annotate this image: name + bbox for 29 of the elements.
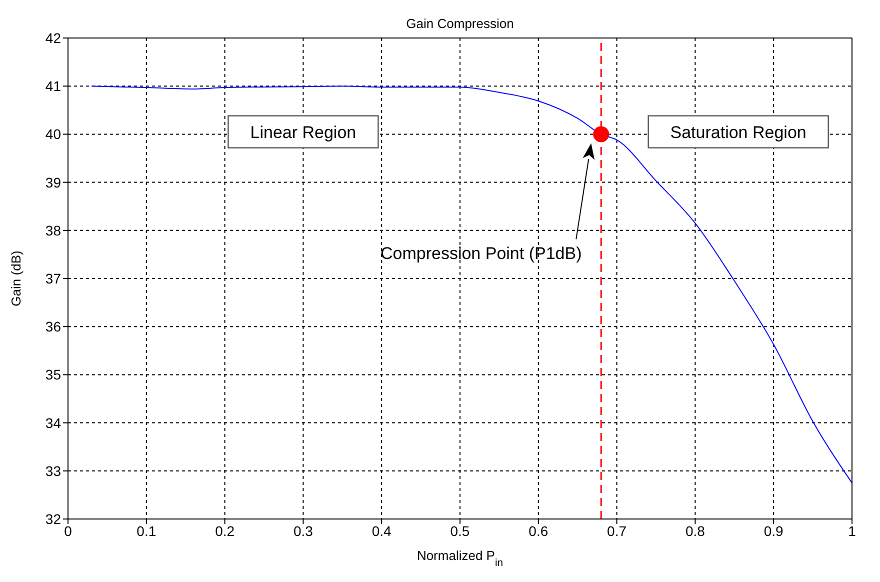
x-tick-label: 1 bbox=[848, 522, 856, 539]
x-tick-label: 0.2 bbox=[215, 522, 235, 539]
y-tick-label: 35 bbox=[45, 366, 62, 383]
line-series bbox=[91, 86, 852, 484]
y-tick-label: 41 bbox=[45, 78, 62, 94]
y-tick-label: 34 bbox=[45, 414, 62, 431]
x-tick-label: 0.1 bbox=[136, 522, 156, 539]
chart-title: Gain Compression bbox=[406, 16, 514, 31]
annotation: Compression Point (P1dB) bbox=[380, 244, 582, 264]
x-tick-label: 0.7 bbox=[607, 522, 627, 539]
y-tick-label: 42 bbox=[45, 30, 62, 46]
y-tick-label: 33 bbox=[45, 462, 62, 479]
annotation: Linear Region bbox=[250, 122, 356, 142]
x-tick-label: 0.4 bbox=[372, 522, 392, 539]
x-tick-label: 0.5 bbox=[450, 522, 470, 539]
x-axis-title: Normalized P$_{in}$ bbox=[416, 548, 504, 568]
x-tick-label: 0 bbox=[64, 522, 72, 539]
y-tick-label: 32 bbox=[45, 510, 62, 527]
y-tick-label: 38 bbox=[45, 222, 62, 238]
y-tick-label: 36 bbox=[45, 318, 62, 335]
x-tick-label: 0.8 bbox=[685, 522, 706, 539]
y-tick-label: 37 bbox=[45, 270, 62, 286]
y-tick-label: 39 bbox=[45, 174, 62, 190]
x-tick-label: 0.9 bbox=[764, 522, 784, 539]
annotation: Saturation Region bbox=[670, 122, 806, 142]
x-tick-label: 0.3 bbox=[293, 522, 314, 539]
y-axis-title: Gain (dB) bbox=[8, 250, 24, 306]
y-tick-label: 40 bbox=[45, 126, 62, 142]
x-tick-label: 0.6 bbox=[528, 522, 548, 539]
